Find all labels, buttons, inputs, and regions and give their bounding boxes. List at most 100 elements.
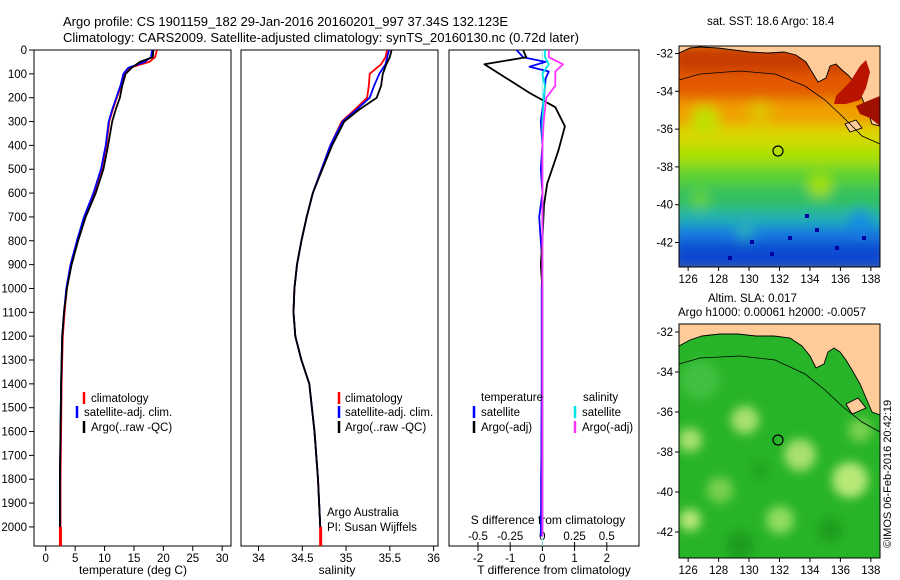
depth-tick-label: 600 xyxy=(8,188,27,200)
map-lon-label: 126 xyxy=(679,274,698,286)
s-diff-tick-label: 0.25 xyxy=(563,531,585,543)
depth-tick-label: 0 xyxy=(21,45,27,57)
depth-tick-label: 900 xyxy=(8,260,27,272)
x-tick-label: -2 xyxy=(473,553,483,565)
map-lat-label: -38 xyxy=(656,162,673,174)
x-tick-label: 34.5 xyxy=(291,553,313,565)
legend-temperature-header: temperature xyxy=(481,392,543,404)
map-lon-label: 126 xyxy=(679,565,698,577)
map-lat-label: -34 xyxy=(656,86,673,98)
sla-map-axes: 126 128 130 132 134 136 138 -32 -34 -36 -38 -40 -42 xyxy=(656,327,880,577)
salinity-profile-lines xyxy=(292,50,393,546)
map-lat-label: -32 xyxy=(656,327,673,339)
map-lon-label: 132 xyxy=(770,274,789,286)
map-lon-label: 130 xyxy=(739,565,758,577)
depth-tick-label: 1200 xyxy=(1,331,27,343)
series-argo-raw-qc- xyxy=(59,50,155,537)
difference-legend: temperature salinity satellite Argo(-adj… xyxy=(472,392,633,434)
sst-map-header: sat. SST: 18.6 Argo: 18.4 xyxy=(707,16,835,28)
depth-tick-label: 1100 xyxy=(2,307,27,319)
sla-map-header: Altim. SLA: 0.017 xyxy=(708,293,797,305)
depth-tick-label: 1600 xyxy=(1,427,27,439)
temperature-legend: climatology satellite-adj. clim. Argo(..… xyxy=(75,392,172,434)
argo-australia-note: Argo Australia xyxy=(327,507,399,519)
series-s-argo-adj- xyxy=(541,50,564,537)
map-lat-label: -40 xyxy=(656,200,673,212)
legend-climatology: climatology xyxy=(91,393,149,405)
legend-argo: Argo(..raw -QC) xyxy=(91,422,172,434)
legend-satellite-adj: satellite-adj. clim. xyxy=(345,407,433,419)
map-lat-label: -42 xyxy=(656,527,673,539)
depth-tick-label: 1000 xyxy=(1,283,27,295)
map-lon-label: 128 xyxy=(709,565,728,577)
x-tick-label: 34 xyxy=(252,553,265,565)
map-lon-label: 132 xyxy=(770,565,789,577)
imos-credit: ©IMOS 06-Feb-2016 20:42:19 xyxy=(882,400,894,548)
legend-salinity-header: salinity xyxy=(583,392,618,404)
map-lat-label: -32 xyxy=(656,49,673,61)
x-tick-label: 30 xyxy=(216,553,229,565)
map-lon-label: 138 xyxy=(861,565,880,577)
depth-tick-label: 1300 xyxy=(1,355,27,367)
series-satellite-adj-clim- xyxy=(292,50,390,537)
x-tick-label: 35.5 xyxy=(379,553,401,565)
depth-axis: 0 100 200 300 400 500 600 700 800 900 1000 1100 1200… xyxy=(1,45,34,534)
sst-map-float-marker xyxy=(772,145,784,157)
x-tick-label: 2 xyxy=(604,553,610,565)
legend-s-argo: Argo(-adj) xyxy=(582,422,633,434)
x-tick-label: 35 xyxy=(340,553,353,565)
sst-map-axes: 126 128 130 132 134 136 138 -32 -34 -36 -38 -40 -42 xyxy=(656,49,880,286)
legend-s-satellite: satellite xyxy=(582,407,621,419)
depth-tick-label: 1900 xyxy=(1,498,27,510)
x-tick-label: 1 xyxy=(571,553,577,565)
map-lon-label: 130 xyxy=(739,274,758,286)
series-argo-raw-qc- xyxy=(292,50,393,537)
x-tick-label: 0 xyxy=(43,553,49,565)
temperature-x-label: temperature (deg C) xyxy=(79,563,187,577)
temperature-profile-lines xyxy=(58,50,158,546)
series-t-argo-adj- xyxy=(483,50,566,537)
x-tick-label: -1 xyxy=(505,553,515,565)
map-lat-label: -36 xyxy=(656,407,673,419)
salinity-panel-frame xyxy=(240,49,439,547)
depth-tick-label: 700 xyxy=(8,212,27,224)
series-t-satellite xyxy=(515,50,550,537)
legend-climatology: climatology xyxy=(345,393,403,405)
x-tick-label: 20 xyxy=(157,553,170,565)
sst-map xyxy=(679,46,880,267)
legend-t-argo: Argo(-adj) xyxy=(481,422,532,434)
figure-title-line-1: Argo profile: CS 1901159_182 29-Jan-2016… xyxy=(63,14,508,29)
x-tick-label: 0 xyxy=(539,553,545,565)
map-lon-label: 134 xyxy=(800,274,820,286)
sla-map xyxy=(679,324,880,558)
x-tick-label: 10 xyxy=(98,553,111,565)
t-difference-x-label: T difference from climatology xyxy=(477,563,631,577)
depth-tick-label: 1500 xyxy=(1,403,27,415)
principal-investigator-note: PI: Susan Wijffels xyxy=(327,522,417,534)
map-lat-label: -34 xyxy=(656,367,673,379)
difference-panel-frame xyxy=(448,49,640,547)
x-tick-label: 15 xyxy=(128,553,141,565)
map-lat-label: -42 xyxy=(656,237,673,249)
map-lon-label: 134 xyxy=(800,565,820,577)
salinity-x-label: salinity xyxy=(319,563,356,577)
s-diff-tick-label: 0.5 xyxy=(599,531,615,543)
x-tick-label: 5 xyxy=(72,553,78,565)
series-climatology xyxy=(292,50,389,537)
depth-tick-label: 1800 xyxy=(1,474,27,486)
map-lon-label: 136 xyxy=(831,274,850,286)
depth-tick-label: 500 xyxy=(8,164,27,176)
temperature-panel-frame xyxy=(33,49,232,547)
depth-tick-label: 300 xyxy=(8,117,27,129)
map-lon-label: 138 xyxy=(861,274,880,286)
depth-tick-label: 400 xyxy=(8,140,27,152)
depth-tick-label: 1700 xyxy=(1,450,27,462)
depth-tick-label: 100 xyxy=(8,69,27,81)
figure-title-line-2: Climatology: CARS2009. Satellite-adjuste… xyxy=(63,30,579,45)
map-lon-label: 128 xyxy=(709,274,728,286)
map-lon-label: 136 xyxy=(831,565,850,577)
s-diff-tick-label: -0.25 xyxy=(497,531,523,543)
s-diff-tick-label: -0.5 xyxy=(468,531,488,543)
map-lat-label: -38 xyxy=(656,447,673,459)
